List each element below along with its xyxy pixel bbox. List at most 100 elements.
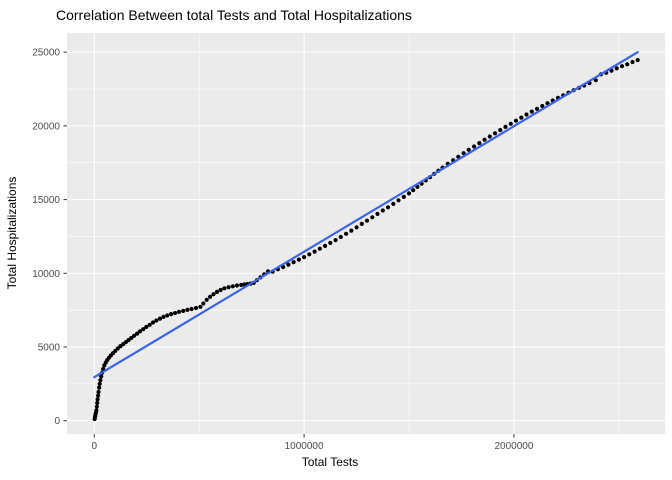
scatter-point: [201, 301, 206, 306]
scatter-point: [401, 194, 406, 199]
scatter-point: [137, 329, 143, 334]
scatter-point: [129, 335, 134, 341]
scatter-point: [307, 252, 312, 257]
scatter-point: [333, 238, 338, 243]
scatter-point: [115, 346, 120, 351]
scatter-point: [99, 374, 104, 379]
scatter-point: [503, 124, 508, 129]
scatter-point: [150, 320, 156, 325]
regression-line: [93, 51, 639, 379]
scatter-point: [508, 121, 513, 126]
scatter-point: [466, 147, 471, 152]
scatter-point: [364, 218, 370, 223]
scatter-point: [230, 284, 235, 289]
scatter-point: [242, 282, 247, 287]
panel-background: [67, 33, 665, 434]
scatter-point: [513, 118, 519, 123]
scatter-point: [312, 249, 317, 254]
scatter-point: [411, 188, 416, 193]
scatter-point: [614, 66, 619, 71]
scatter-point: [95, 397, 100, 402]
scatter-point: [492, 131, 498, 136]
scatter-point: [370, 215, 375, 220]
scatter-point: [176, 309, 182, 314]
y-tick-label: 15000: [32, 195, 60, 206]
scatter-point: [189, 306, 194, 312]
scatter-point: [94, 404, 99, 409]
scatter-point: [222, 286, 227, 291]
scatter-point: [296, 257, 301, 262]
y-tick-label: 5000: [38, 343, 61, 354]
y-axis-title: Total Hospitalizations: [5, 177, 19, 290]
scatter-point: [380, 208, 385, 213]
x-axis-title: Total Tests: [302, 455, 358, 469]
scatter-point: [169, 312, 174, 317]
scatter-point: [226, 285, 231, 290]
scatter-point: [406, 191, 412, 196]
scatter-point: [375, 211, 380, 216]
scatter-point: [165, 313, 170, 318]
scatter-point: [529, 109, 534, 114]
scatter-point: [141, 327, 146, 332]
scatter-point: [625, 62, 630, 67]
scatter-point: [619, 64, 625, 69]
plot-panel: 0 1000000 2000000 0 5000 10000 15000 20000 25000: [32, 33, 665, 452]
scatter-point: [211, 292, 216, 297]
scatter-point: [519, 115, 524, 120]
scatter-point: [540, 103, 545, 109]
scatter-point: [95, 400, 100, 406]
scatter-point: [534, 106, 540, 111]
scatter-point: [385, 205, 391, 210]
scatter-point: [185, 307, 190, 312]
scatter-point: [317, 246, 322, 251]
scatter-point: [461, 151, 466, 156]
scatter-point: [135, 331, 140, 336]
scatter-point: [94, 408, 99, 413]
scatter-point: [161, 314, 166, 319]
scatter-point: [487, 134, 492, 139]
y-tick-label: 0: [54, 416, 60, 427]
scatter-point: [359, 221, 364, 226]
scatter-point: [144, 324, 149, 330]
scatter-point: [239, 282, 244, 288]
scatter-point: [204, 297, 209, 302]
scatter-point: [291, 260, 296, 265]
scatter-point: [338, 234, 343, 240]
x-tick-label: 2000000: [494, 441, 533, 452]
scatter-point: [635, 58, 640, 63]
chart-title: Correlation Between total Tests and Tota…: [56, 7, 412, 23]
scatter-point: [97, 385, 102, 390]
scatter-point: [482, 137, 487, 142]
scatter-point: [472, 144, 477, 149]
scatter-point: [344, 231, 349, 236]
scatter-point: [198, 304, 203, 309]
y-tick-label: 20000: [32, 121, 60, 132]
scatter-point: [96, 389, 101, 395]
x-tick-label: 1000000: [285, 441, 324, 452]
scatter-point: [154, 318, 159, 323]
y-tick-label: 25000: [32, 48, 60, 59]
scatter-point: [181, 308, 186, 313]
scatter-point: [193, 305, 199, 311]
scatter-point: [98, 378, 103, 383]
scatter-point: [132, 333, 137, 338]
scatter-point: [97, 381, 102, 386]
scatter-point: [323, 243, 328, 248]
scatter-point: [214, 289, 220, 294]
scatter-point: [173, 310, 178, 316]
y-tick-label: 10000: [32, 269, 60, 280]
scatter-point: [524, 112, 529, 117]
scatter-point: [96, 393, 101, 398]
scatter-point: [218, 287, 223, 293]
scatter-point: [147, 322, 152, 327]
scatter-point: [498, 127, 503, 133]
scatter-point: [302, 255, 307, 260]
scatter-point: [208, 294, 213, 299]
scatter-point: [630, 59, 635, 65]
scatter-point: [391, 201, 396, 206]
scatter-point: [396, 198, 401, 203]
scatter-point: [349, 228, 354, 233]
scatter-point: [234, 283, 240, 288]
